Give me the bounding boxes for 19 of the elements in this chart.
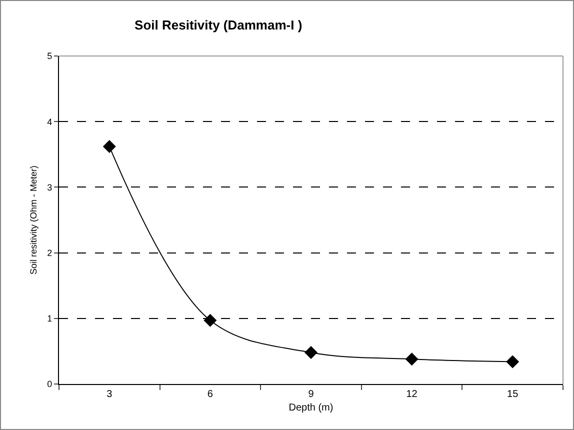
y-tick-label: 3 <box>47 182 52 192</box>
y-axis-title: Soil resitivity (Ohm - Meter) <box>28 165 39 275</box>
point <box>204 314 217 327</box>
point <box>102 140 116 154</box>
point <box>405 352 418 366</box>
chart-title: Soil Resitivity (Dammam-I ) <box>134 17 302 32</box>
x-tick-label: 9 <box>308 389 314 400</box>
y-tick-label: 0 <box>47 379 52 390</box>
y-tick-label: 5 <box>47 51 52 62</box>
y-tick-label: 1 <box>47 314 52 324</box>
point <box>506 355 520 368</box>
x-tick-label: 15 <box>507 389 519 400</box>
x-axis-title: Depth (m) <box>288 402 334 414</box>
x-tick-label: 6 <box>207 389 214 400</box>
x-tick-label: 3 <box>106 389 113 400</box>
x-tick-label: 12 <box>406 389 418 400</box>
point <box>304 346 318 360</box>
y-tick-label: 2 <box>47 248 52 258</box>
y-tick-label: 4 <box>47 116 52 127</box>
